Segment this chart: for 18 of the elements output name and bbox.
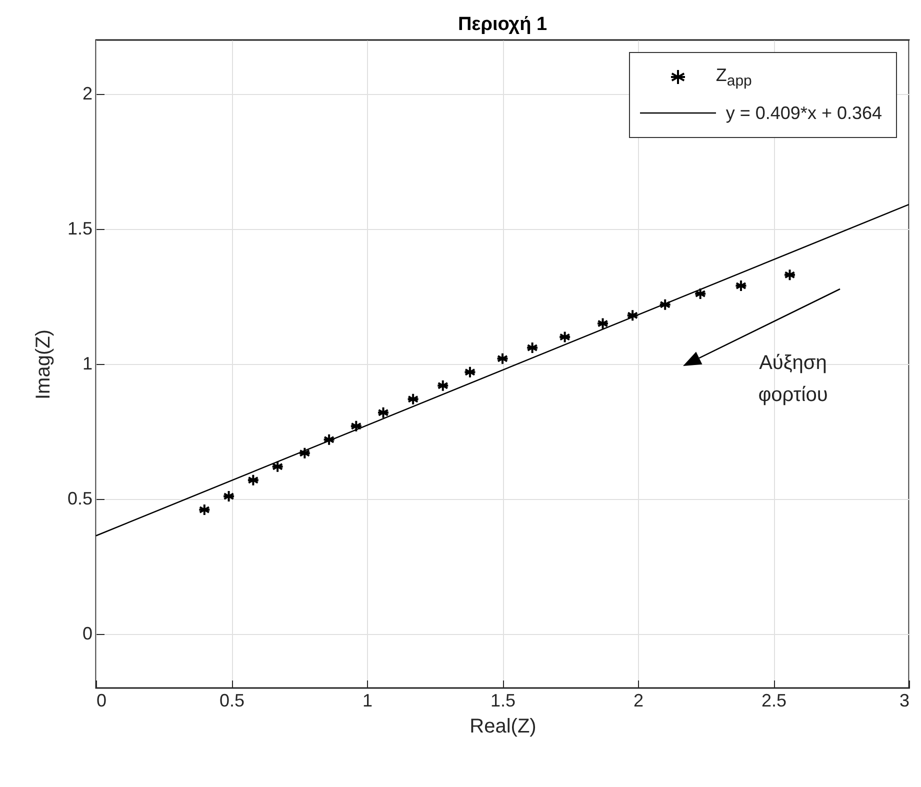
chart-title: Περιοχή 1 — [458, 14, 548, 35]
y-tick-label: 2 — [82, 84, 92, 104]
y-axis-title: Imag(Z) — [32, 330, 54, 400]
x-tick-label: 2 — [633, 690, 644, 710]
x-tick-label: 0.5 — [219, 690, 245, 710]
legend-label: Z$_{app}$ — [716, 64, 753, 90]
annotation: Αύξηση φορτίου — [757, 351, 829, 408]
y-tick-label: 0.5 — [67, 488, 92, 508]
y-tick-label: 1 — [82, 354, 92, 374]
legend-label: y = 0.409*x + 0.364 — [726, 102, 883, 124]
x-tick-label: 3 — [899, 690, 910, 710]
x-axis-title: Real(Z) — [470, 716, 536, 738]
y-tick-label: 0 — [82, 624, 92, 644]
x-tick-label: 1.5 — [490, 690, 516, 710]
y-tick-label: 1.5 — [67, 218, 92, 238]
x-tick-label: 0 — [96, 690, 107, 710]
x-tick-label: 1 — [362, 690, 373, 710]
x-tick-label: 2.5 — [761, 690, 787, 710]
